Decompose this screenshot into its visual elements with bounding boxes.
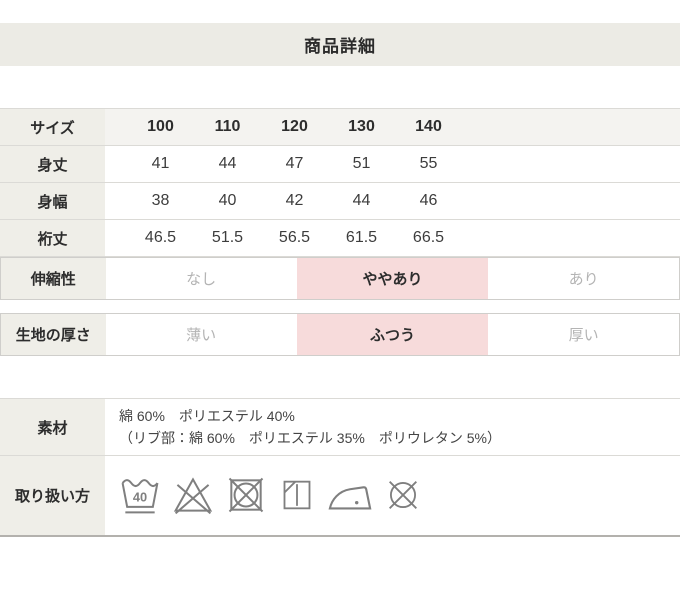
no-tumble-dry-icon [228, 478, 264, 513]
measurement-value: 51 [328, 145, 395, 183]
material-row: 素材 綿 60% ポリエステル 40% （リブ部：綿 60% ポリエステル 35… [0, 398, 680, 456]
size-col-header: 130 [328, 108, 395, 146]
thickness-label: 生地の厚さ [0, 313, 106, 356]
care-label: 取り扱い方 [0, 455, 105, 536]
dry-in-shade-icon [283, 481, 311, 510]
measurement-value: 55 [395, 145, 462, 183]
measurement-value: 42 [261, 182, 328, 220]
page-title-bar: 商品詳細 [0, 23, 680, 66]
care-icons: 40 [118, 472, 680, 518]
wash-temp-text: 40 [133, 490, 147, 505]
material-care-table: 素材 綿 60% ポリエステル 40% （リブ部：綿 60% ポリエステル 35… [0, 398, 680, 537]
material-label: 素材 [0, 398, 105, 456]
size-table: サイズ 100 110 120 130 140 身丈 41 44 47 51 5… [0, 108, 680, 257]
measurement-value: 41 [127, 145, 194, 183]
measurement-value: 46.5 [127, 219, 194, 257]
measurement-value: 51.5 [194, 219, 261, 257]
material-line-1: 綿 60% ポリエステル 40% [119, 408, 295, 424]
iron-low-icon [328, 486, 372, 510]
row-label: 身幅 [0, 182, 105, 220]
size-header-row: サイズ 100 110 120 130 140 [0, 108, 680, 146]
row-label: 裄丈 [0, 219, 105, 257]
size-col-header: 110 [194, 108, 261, 146]
row-label: 身丈 [0, 145, 105, 183]
stretch-row: 伸縮性 なし ややあり あり [0, 257, 680, 300]
measurement-value: 61.5 [328, 219, 395, 257]
stretch-option-yes: あり [568, 271, 599, 288]
measurement-value: 44 [328, 182, 395, 220]
care-row: 取り扱い方 40 [0, 455, 680, 536]
size-col-header: 120 [261, 108, 328, 146]
thickness-row: 生地の厚さ 薄い ふつう 厚い [0, 313, 680, 356]
measurement-value: 56.5 [261, 219, 328, 257]
no-dry-clean-icon [389, 481, 417, 510]
product-detail-panel: 商品詳細 サイズ 100 110 120 130 140 身丈 [0, 23, 680, 537]
stretch-label: 伸縮性 [0, 257, 106, 300]
table-row-sleeve-length: 裄丈 46.5 51.5 56.5 61.5 66.5 [0, 219, 680, 257]
material-line-2: （リブ部：綿 60% ポリエステル 35% ポリウレタン 5%） [119, 430, 501, 446]
size-col-header: 100 [127, 108, 194, 146]
thickness-option-normal: ふつう [296, 313, 489, 356]
size-col-header: 140 [395, 108, 462, 146]
measurement-value: 47 [261, 145, 328, 183]
no-bleach-icon [173, 477, 213, 515]
measurement-value: 44 [194, 145, 261, 183]
table-row-body-width: 身幅 38 40 42 44 46 [0, 182, 680, 220]
table-row-body-length: 身丈 41 44 47 51 55 [0, 145, 680, 183]
stretch-option-none: なし [186, 271, 217, 288]
measurement-value: 40 [194, 182, 261, 220]
stretch-option-some: ややあり [296, 257, 489, 300]
size-corner-label: サイズ [0, 108, 105, 146]
wash-40-gentle-icon: 40 [121, 479, 159, 514]
measurement-value: 46 [395, 182, 462, 220]
measurement-value: 38 [127, 182, 194, 220]
thickness-option-thick: 厚い [568, 327, 599, 344]
page-title: 商品詳細 [304, 37, 376, 56]
measurement-value: 66.5 [395, 219, 462, 257]
material-text: 綿 60% ポリエステル 40% （リブ部：綿 60% ポリエステル 35% ポ… [105, 399, 680, 456]
thickness-option-thin: 薄い [186, 327, 217, 344]
